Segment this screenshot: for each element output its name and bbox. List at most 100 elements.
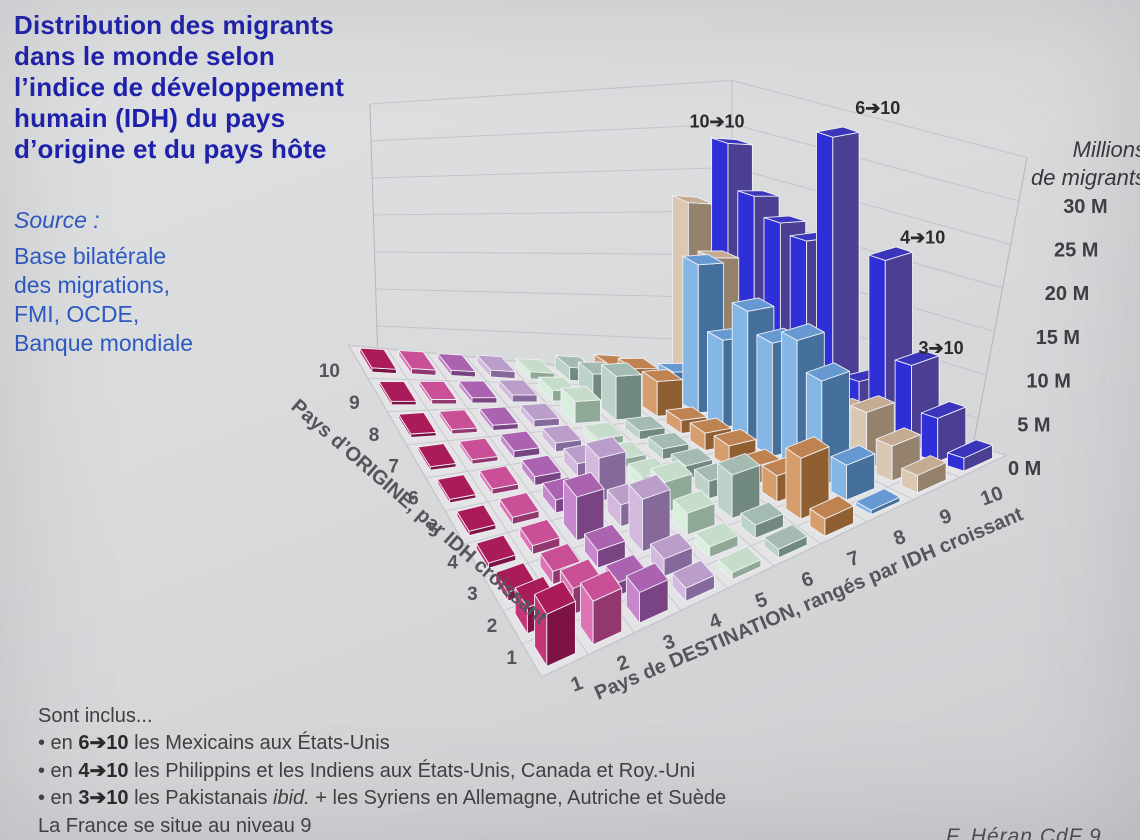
bar-origin2-dest5	[695, 521, 739, 558]
source-line: FMI, OCDE,	[14, 301, 140, 327]
bar-origin1-dest3	[625, 562, 669, 624]
svg-text:5: 5	[428, 520, 439, 541]
bar-origin7-dest1	[417, 443, 457, 471]
bar-origin8-dest4	[519, 402, 560, 428]
svg-text:0 M: 0 M	[1008, 458, 1041, 480]
title-line: Distribution des migrants	[14, 10, 334, 40]
svg-text:9: 9	[937, 505, 955, 529]
svg-text:10 M: 10 M	[1026, 371, 1070, 393]
bar-origin10-dest2	[398, 349, 437, 376]
bar-origin6-dest3	[521, 454, 562, 486]
bar-origin3-dest5	[672, 489, 716, 536]
bar-origin5-dest1	[456, 504, 497, 537]
notes-line: • en 3➔10 les Pakistanais ibid. + les Sy…	[38, 787, 727, 810]
bar-origin2-dest8	[830, 444, 876, 501]
notes-line: La France se situe au niveau 9	[38, 814, 312, 837]
bar-origin10-dest1	[359, 347, 397, 375]
title-line: humain (IDH) du pays	[14, 103, 286, 133]
svg-text:3➔10: 3➔10	[919, 338, 964, 358]
bar-origin4-dest3	[563, 471, 605, 541]
value-axis-title-line: de migrants	[1031, 165, 1140, 190]
notes-line: • en 4➔10 les Philippins et les Indiens …	[38, 759, 696, 782]
bar-origin8-dest5	[560, 386, 601, 424]
title-line: d’origine et du pays hôte	[14, 134, 327, 164]
bar-origin5-dest4	[585, 436, 627, 503]
bar-origin5-dest2	[499, 492, 540, 525]
bar-origin3-dest4	[628, 474, 671, 552]
bar-origin1-dest10	[947, 439, 993, 472]
svg-text:1: 1	[568, 672, 586, 696]
bar-origin10-dest5	[515, 357, 556, 381]
title-line: dans le monde selon	[14, 41, 275, 71]
svg-text:6: 6	[799, 568, 817, 592]
bar-origin6-dest2	[479, 465, 519, 495]
svg-text:4: 4	[447, 552, 458, 573]
source-label: Source :	[14, 207, 100, 233]
svg-text:8: 8	[369, 425, 380, 446]
bar-origin9-dest4	[498, 379, 538, 403]
value-axis-title: Millions de migrants	[956, 136, 1140, 192]
bar-origin2-dest7	[785, 436, 830, 520]
bar-origin2-dest6	[740, 501, 784, 539]
svg-text:5 M: 5 M	[1017, 414, 1050, 436]
bar-origin1-dest4	[671, 559, 715, 602]
bar-origin8-dest6	[601, 362, 642, 421]
svg-text:6➔10: 6➔10	[855, 98, 900, 118]
bar-origin6-dest1	[436, 474, 477, 504]
value-axis-title-line: Millions	[1072, 137, 1140, 162]
notes-line: • en 6➔10 les Mexicains aux États-Unis	[38, 732, 390, 755]
notes-block: Sont inclus... • en 6➔10 les Mexicains au…	[38, 703, 1038, 840]
svg-text:6: 6	[408, 489, 419, 510]
bar-origin4-dest1	[475, 534, 517, 569]
source-line: Banque mondiale	[14, 330, 194, 356]
value-axis-ticks: 0 M 5 M 10 M 15 M 20 M 25 M 30 M	[1008, 196, 1108, 480]
svg-text:25 M: 25 M	[1054, 240, 1098, 262]
bar-origin3-dest3	[584, 523, 626, 569]
bar-origin1-dest6	[763, 524, 808, 559]
page-title: Distribution des migrants dans le monde …	[14, 10, 414, 165]
svg-text:15 M: 15 M	[1036, 327, 1080, 349]
bar-origin2-dest4	[650, 532, 693, 577]
svg-text:7: 7	[388, 457, 399, 478]
title-line: l’indice de développement	[14, 72, 345, 102]
bar-origin4-dest2	[519, 518, 561, 555]
bar-origin7-dest3	[500, 430, 541, 459]
source-line: Base bilatérale	[14, 243, 167, 269]
bar-callouts: 10➔10 6➔10 4➔10 3➔10	[689, 98, 963, 358]
bar-origin8-dest3	[479, 406, 519, 431]
bar-origin9-dest2	[418, 380, 457, 405]
svg-text:30 M: 30 M	[1063, 196, 1107, 218]
bar-origin9-dest1	[378, 381, 417, 406]
bar-origin8-dest1	[398, 412, 437, 438]
bar-origin1-dest7	[809, 495, 854, 537]
bar-origin10-dest4	[476, 354, 516, 380]
bar-origin8-dest2	[438, 409, 478, 435]
source-block: Source : Base bilatérale des migrations,…	[14, 206, 314, 358]
bar-origin1-dest9	[901, 455, 947, 494]
bar-origin9-dest3	[458, 380, 498, 404]
bar-origin1-dest1	[534, 580, 576, 667]
bar-origin7-dest2	[458, 437, 499, 465]
svg-text:7: 7	[845, 547, 863, 571]
chart-bars	[359, 126, 993, 667]
svg-text:2: 2	[487, 616, 498, 637]
svg-text:1: 1	[506, 648, 517, 669]
bar-origin1-dest5	[717, 545, 762, 581]
svg-text:4➔10: 4➔10	[900, 228, 945, 248]
notes-line: Sont inclus...	[38, 705, 153, 727]
svg-text:3: 3	[467, 584, 478, 605]
svg-text:10➔10: 10➔10	[689, 111, 744, 131]
svg-text:10: 10	[978, 482, 1006, 510]
bar-origin10-dest3	[437, 353, 476, 378]
credit-line: F. Héran CdF 9	[946, 825, 1102, 840]
bar-origin8-dest7	[641, 369, 683, 417]
svg-text:9: 9	[349, 393, 360, 414]
source-line: des migrations,	[14, 272, 170, 298]
bar-origin1-dest8	[855, 488, 901, 515]
svg-text:10: 10	[319, 361, 340, 382]
bar-origin1-dest2	[580, 569, 623, 646]
svg-text:20 M: 20 M	[1045, 283, 1089, 305]
